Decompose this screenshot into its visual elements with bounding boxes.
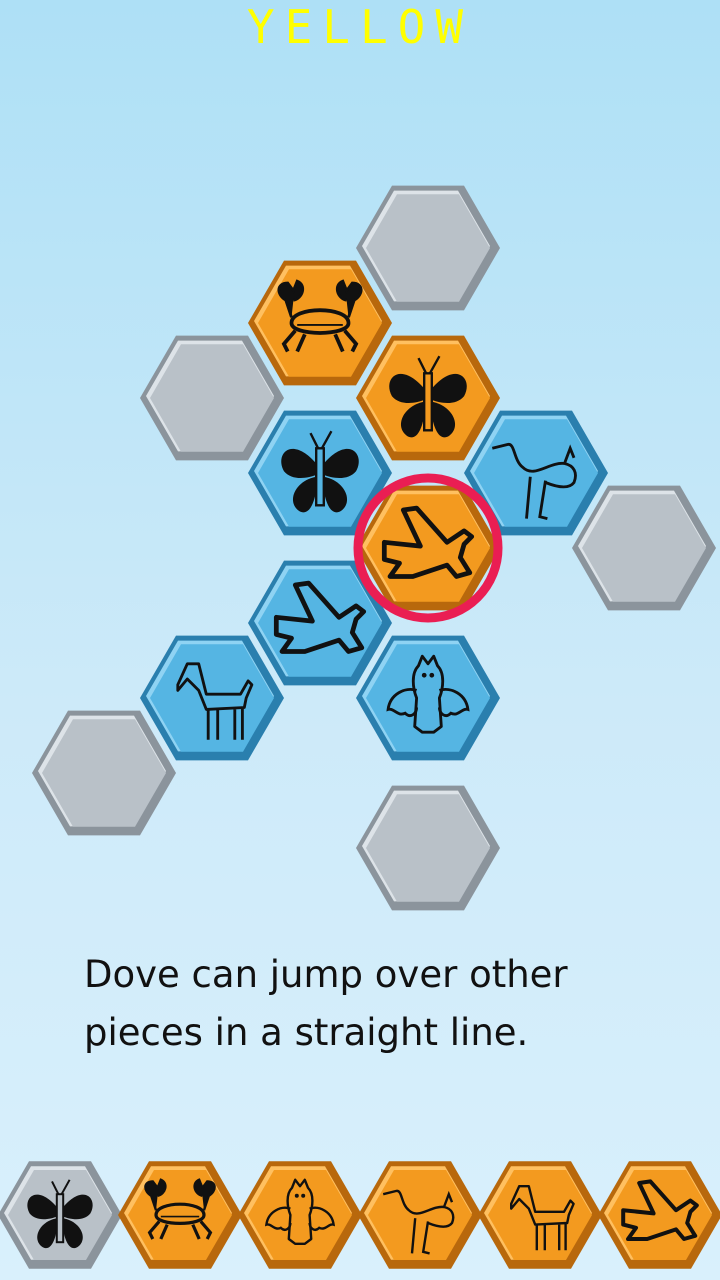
- blue-crane[interactable]: [464, 410, 608, 536]
- blue-butterfly[interactable]: [248, 410, 392, 536]
- blue-owl[interactable]: [356, 635, 500, 761]
- empty-cell-3[interactable]: [572, 485, 716, 611]
- yellow-butterfly[interactable]: [356, 335, 500, 461]
- butterfly-icon: [389, 355, 467, 438]
- hex-tile-face: [366, 194, 490, 302]
- yellow-dove[interactable]: [356, 485, 500, 611]
- tray-horse[interactable]: [478, 1161, 602, 1269]
- hex-tile-face: [248, 1170, 352, 1260]
- hex-tile-face: [150, 344, 274, 452]
- butterfly-icon: [281, 430, 359, 513]
- tray-crab[interactable]: [118, 1161, 242, 1269]
- dove-icon: [273, 580, 367, 654]
- empty-cell-2[interactable]: [140, 335, 284, 461]
- tray-dove[interactable]: [598, 1161, 720, 1269]
- butterfly-icon: [27, 1179, 93, 1249]
- horse-icon: [509, 1184, 575, 1251]
- empty-cell-5[interactable]: [356, 785, 500, 911]
- hex-tile-face: [258, 419, 382, 527]
- hint-text: Dove can jump over other pieces in a str…: [84, 953, 568, 1054]
- hex-tile-face: [366, 344, 490, 452]
- player-turn-label: YELLOW: [246, 0, 474, 54]
- hex-tile-face: [582, 494, 706, 602]
- tray-owl[interactable]: [238, 1161, 362, 1269]
- tray-butterfly[interactable]: [0, 1161, 122, 1269]
- owl-icon: [386, 654, 470, 734]
- selection-ring: [353, 473, 503, 623]
- crab-icon: [277, 279, 363, 353]
- empty-cell-4[interactable]: [32, 710, 176, 836]
- hex-tile-face: [366, 794, 490, 902]
- crane-icon: [491, 443, 577, 520]
- owl-icon: [264, 1178, 336, 1246]
- crane-icon: [382, 1189, 455, 1255]
- tray-crane[interactable]: [358, 1161, 482, 1269]
- hex-tile-face: [8, 1170, 112, 1260]
- blue-horse[interactable]: [140, 635, 284, 761]
- empty-cell-1[interactable]: [356, 185, 500, 311]
- dove-icon: [381, 505, 475, 579]
- crab-icon: [144, 1178, 216, 1240]
- horse-icon: [176, 662, 254, 740]
- hex-tile-face: [366, 644, 490, 752]
- hex-tile-face: [42, 719, 166, 827]
- game-board: [32, 185, 716, 911]
- piece-tray: [0, 1161, 720, 1269]
- dove-icon: [621, 1179, 699, 1242]
- yellow-crab[interactable]: [248, 260, 392, 386]
- blue-dove[interactable]: [248, 560, 392, 686]
